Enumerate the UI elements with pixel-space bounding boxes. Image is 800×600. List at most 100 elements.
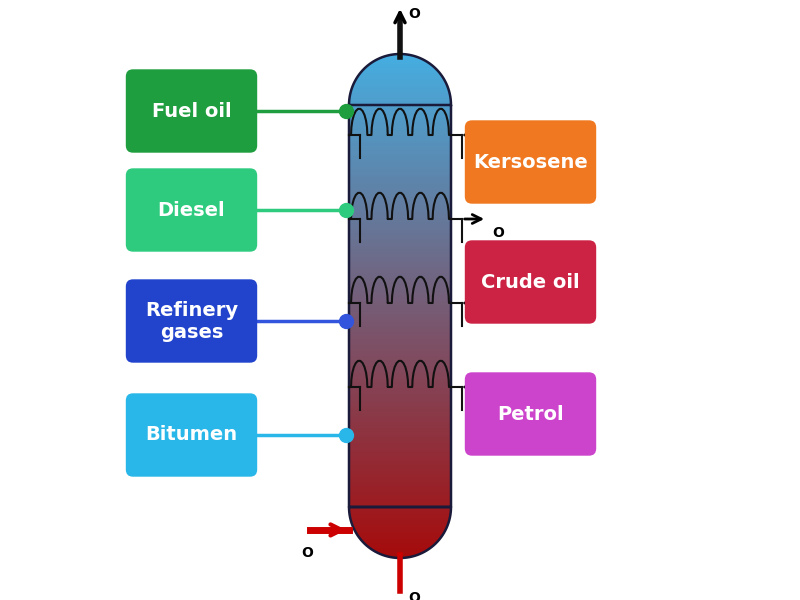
Bar xyxy=(349,353,451,354)
Bar xyxy=(356,79,444,80)
Bar xyxy=(349,165,451,166)
Bar xyxy=(349,267,451,268)
Bar xyxy=(349,242,451,243)
Bar xyxy=(349,346,451,347)
Bar xyxy=(349,355,451,356)
Bar xyxy=(355,530,445,532)
Bar xyxy=(349,399,451,401)
Bar xyxy=(349,371,451,373)
Bar xyxy=(356,78,444,79)
Bar xyxy=(349,163,451,164)
Bar xyxy=(349,191,451,193)
Bar xyxy=(349,376,451,377)
Bar xyxy=(349,258,451,259)
Bar xyxy=(349,290,451,291)
Bar xyxy=(349,314,451,315)
Bar xyxy=(349,409,451,410)
Bar xyxy=(349,206,451,208)
Bar xyxy=(372,549,428,550)
Bar xyxy=(349,170,451,171)
Bar xyxy=(359,536,441,538)
Bar xyxy=(349,104,451,106)
Bar xyxy=(366,544,434,545)
Bar xyxy=(349,489,451,490)
Bar xyxy=(356,533,444,534)
Bar xyxy=(356,532,444,533)
Bar xyxy=(349,220,451,221)
Text: O: O xyxy=(409,7,420,21)
Bar xyxy=(349,118,451,119)
Bar xyxy=(349,291,451,292)
Bar xyxy=(349,263,451,265)
Bar xyxy=(349,272,451,273)
Bar xyxy=(372,62,428,63)
Bar xyxy=(349,440,451,441)
Bar xyxy=(349,397,451,398)
Bar xyxy=(349,238,451,239)
FancyBboxPatch shape xyxy=(126,168,258,252)
Bar xyxy=(358,76,442,77)
Bar xyxy=(349,311,451,312)
Bar xyxy=(349,349,451,350)
Bar xyxy=(349,319,451,320)
Bar xyxy=(349,360,451,361)
Bar xyxy=(349,271,451,272)
Bar xyxy=(349,495,451,496)
Bar xyxy=(349,393,451,394)
Bar xyxy=(349,418,451,419)
Bar xyxy=(351,520,449,521)
Bar xyxy=(351,521,449,523)
Bar xyxy=(349,330,451,331)
Bar xyxy=(349,196,451,197)
Bar xyxy=(349,296,451,297)
Text: Crude oil: Crude oil xyxy=(481,272,580,292)
Bar xyxy=(349,452,451,454)
Bar xyxy=(349,179,451,180)
Bar xyxy=(349,174,451,175)
Bar xyxy=(349,432,451,433)
Bar xyxy=(349,213,451,214)
Bar xyxy=(349,147,451,149)
Bar xyxy=(349,178,451,179)
Bar xyxy=(349,497,451,499)
Bar xyxy=(349,331,451,332)
Bar xyxy=(349,280,451,281)
Bar xyxy=(349,352,451,353)
Bar xyxy=(349,457,451,458)
Bar xyxy=(351,91,449,92)
Bar xyxy=(349,107,451,108)
Bar xyxy=(349,161,451,163)
Bar xyxy=(349,160,451,161)
Bar xyxy=(349,388,451,389)
Bar xyxy=(361,539,439,541)
Bar xyxy=(349,325,451,326)
Bar xyxy=(349,245,451,247)
Bar xyxy=(349,467,451,469)
Bar xyxy=(349,466,451,467)
Bar xyxy=(349,203,451,204)
Bar xyxy=(349,343,451,344)
Bar xyxy=(349,110,451,112)
Bar xyxy=(357,534,443,535)
Bar xyxy=(379,58,421,59)
Bar xyxy=(349,479,451,480)
Bar xyxy=(349,504,451,505)
Bar xyxy=(350,517,450,518)
Bar xyxy=(354,529,446,530)
Bar xyxy=(349,127,451,128)
Bar xyxy=(349,145,451,146)
Bar xyxy=(382,554,418,556)
Bar xyxy=(350,98,450,100)
Bar xyxy=(349,302,451,304)
Bar xyxy=(349,230,451,232)
Bar xyxy=(349,500,451,502)
Bar xyxy=(349,407,451,408)
Bar xyxy=(349,323,451,325)
Bar xyxy=(363,542,437,543)
Text: O: O xyxy=(492,310,504,324)
Bar xyxy=(349,268,451,269)
Bar xyxy=(349,218,451,219)
Text: Refinery
gases: Refinery gases xyxy=(145,301,238,341)
Bar xyxy=(349,244,451,245)
Bar xyxy=(349,494,451,495)
